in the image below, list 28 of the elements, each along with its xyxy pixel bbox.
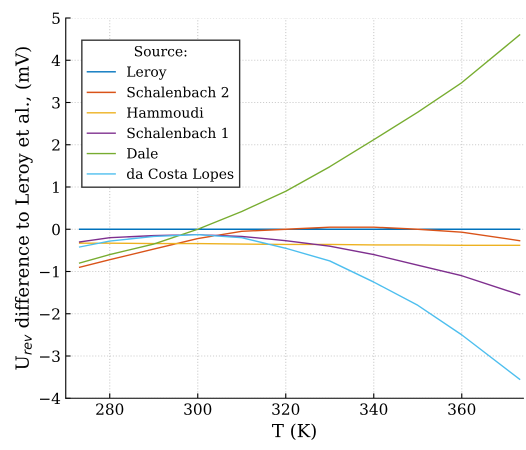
y-tick-label: 4 bbox=[52, 54, 60, 66]
y-tick-label: 1 bbox=[53, 181, 59, 193]
x-tick-label: 360 bbox=[448, 403, 476, 415]
y-tick-label: 5 bbox=[52, 12, 60, 24]
line-series bbox=[78, 234, 520, 296]
legend-label: Hammoudi bbox=[127, 107, 204, 118]
y-tick-label: −2 bbox=[40, 308, 60, 320]
y-axis-title: U$_{rev}$ difference to Leroy et al., (mV) bbox=[14, 47, 33, 370]
x-axis-title: T (K) bbox=[272, 423, 316, 440]
legend-label: Leroy bbox=[127, 66, 167, 80]
y-tick-label: −1 bbox=[40, 266, 59, 278]
y-tick-label: 0 bbox=[52, 224, 60, 236]
legend-label: Schalenbach 2 bbox=[127, 86, 228, 98]
line-series bbox=[78, 34, 520, 264]
line-series bbox=[78, 234, 520, 380]
x-tick-label: 320 bbox=[272, 403, 300, 415]
legend-label: Schalenbach 1 bbox=[127, 127, 228, 138]
x-tick-label: 300 bbox=[184, 403, 212, 415]
legend-title: Source: bbox=[134, 46, 186, 56]
legend-label: Dale bbox=[127, 148, 158, 159]
y-tick-label: 2 bbox=[52, 139, 60, 151]
y-tick-label: 3 bbox=[52, 96, 60, 109]
y-tick-label: −3 bbox=[40, 350, 60, 362]
x-tick-label: 280 bbox=[96, 403, 124, 415]
legend-label: da Costa Lopes bbox=[126, 168, 234, 182]
y-tick-label: −4 bbox=[40, 392, 60, 404]
line-series bbox=[78, 226, 520, 268]
x-tick-label: 340 bbox=[360, 403, 388, 415]
